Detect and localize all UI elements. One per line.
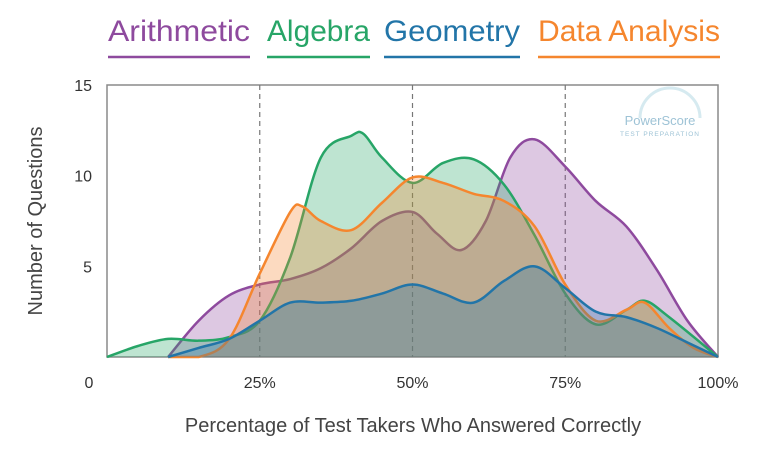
legend-label: Data Analysis (538, 15, 720, 48)
area-algebra (107, 131, 718, 357)
line-data-analysis (168, 175, 719, 359)
x-tick-label: 25% (244, 375, 276, 392)
x-tick-label: 50% (396, 375, 428, 392)
legend-item-geometry: Geometry (384, 15, 520, 59)
legend-item-arithmetic: Arithmetic (108, 15, 250, 59)
x-tick-label: 0 (85, 375, 94, 392)
axes: 0 25% 50% 75% 100% 5 10 15 Percentage of Test Ta… (25, 78, 738, 437)
x-axis-label: Percentage of Test Takers Who Answered C… (185, 415, 641, 437)
line-arithmetic (167, 137, 719, 358)
line-algebra (106, 130, 719, 359)
area-data-analysis (168, 176, 719, 357)
y-tick-label: 10 (74, 169, 92, 186)
powerscore-logo: PowerScore TEST PREPARATION (620, 86, 702, 138)
legend-label: Algebra (267, 15, 370, 48)
x-tick-label: 75% (549, 375, 581, 392)
legend-label: Arithmetic (108, 15, 250, 48)
y-axis-label: Number of Questions (25, 127, 47, 316)
legend-item-data-analysis: Data Analysis (538, 15, 720, 59)
legend: Arithmetic Algebra Geometry Data Analysis (108, 15, 720, 59)
line-geometry (167, 265, 719, 359)
legend-item-algebra: Algebra (267, 15, 370, 59)
x-tick-label: 100% (698, 375, 739, 392)
legend-label: Geometry (384, 15, 520, 48)
y-tick-label: 5 (83, 259, 92, 276)
watermark-title: PowerScore (625, 113, 696, 128)
watermark-subtitle: TEST PREPARATION (620, 131, 700, 138)
y-tick-label: 15 (74, 78, 92, 95)
area-geometry (168, 266, 719, 357)
plot-area: PowerScore TEST PREPARATION (106, 84, 719, 359)
